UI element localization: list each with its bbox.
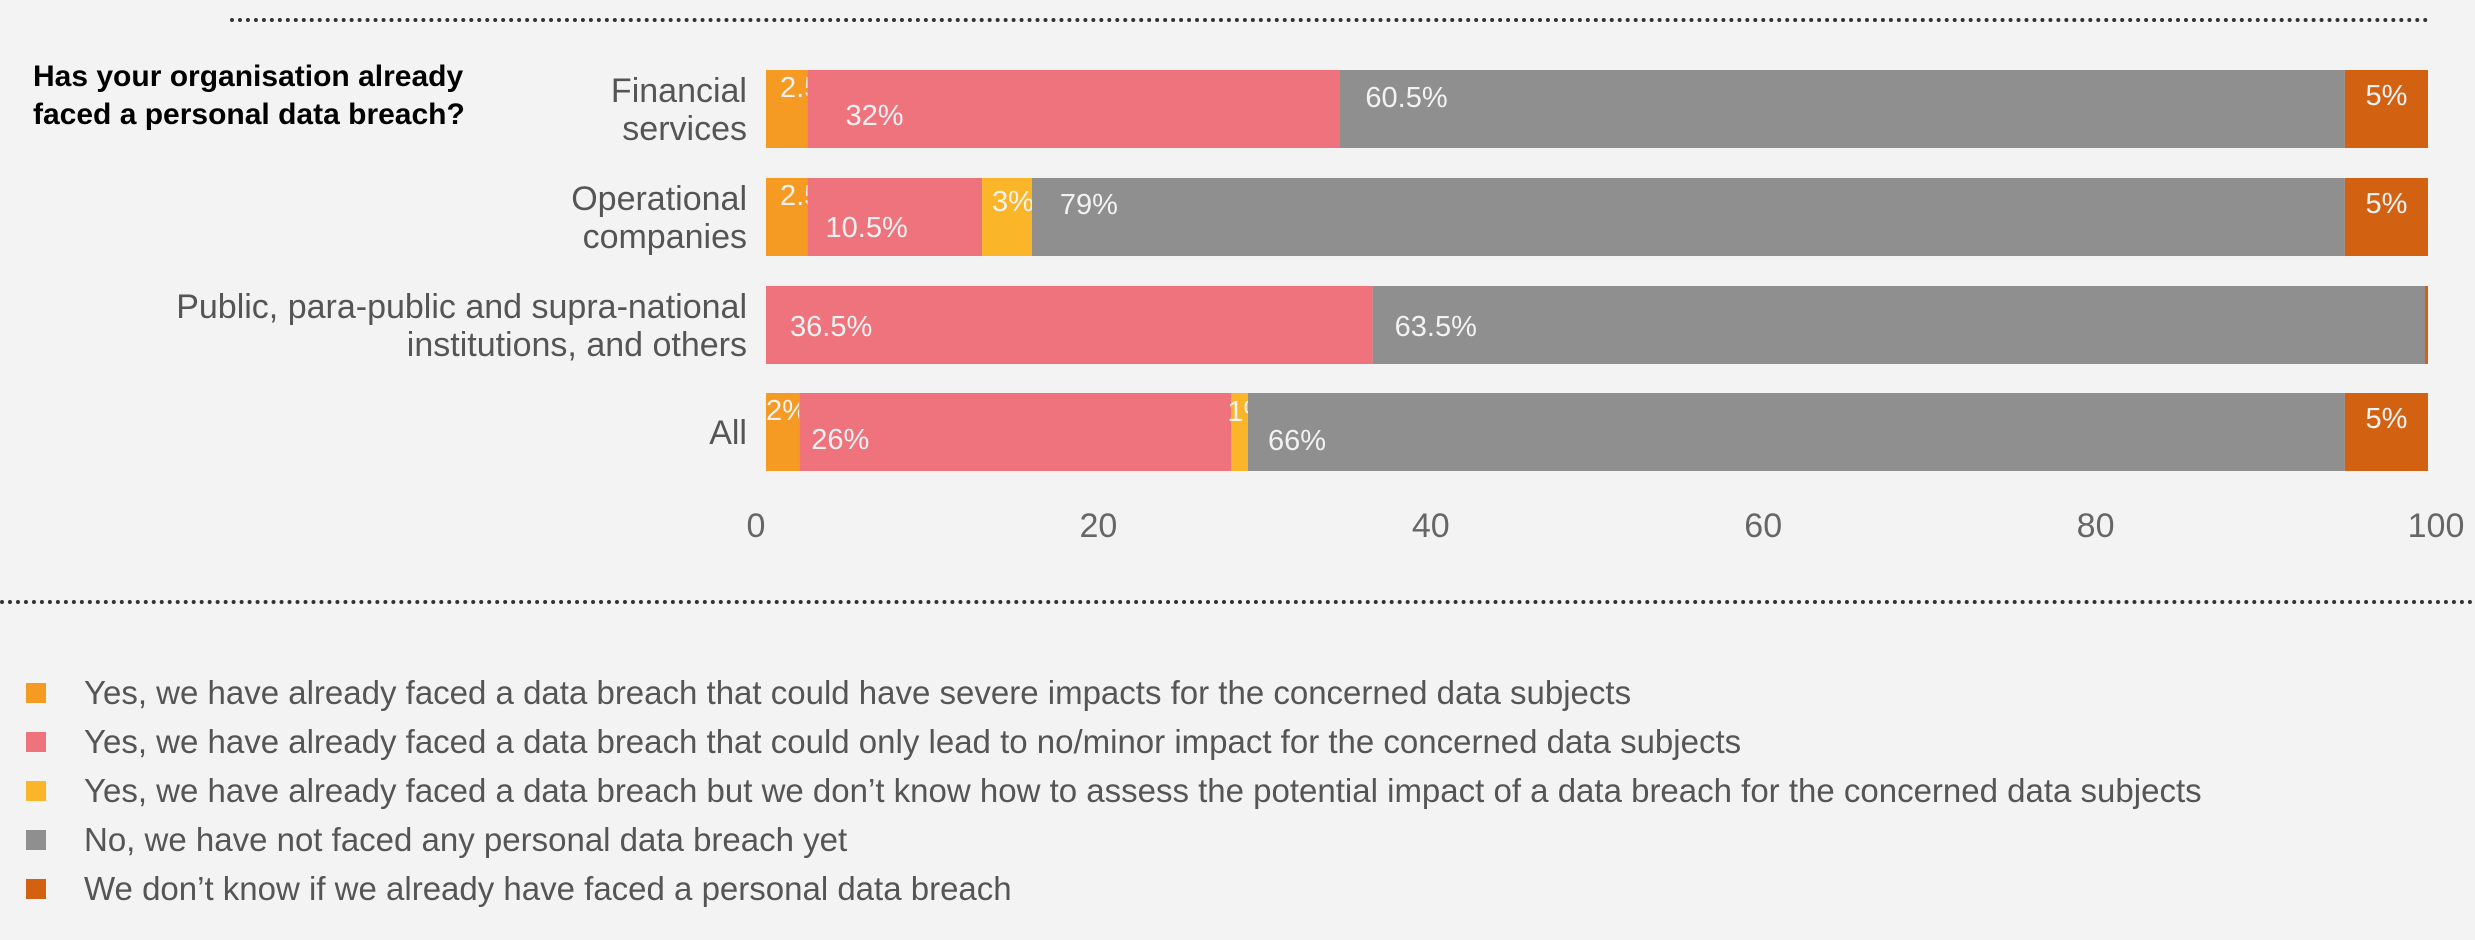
bar-segment xyxy=(766,286,1373,364)
legend-swatch xyxy=(26,731,46,752)
bar-segment xyxy=(766,393,800,471)
category-label: companies xyxy=(583,218,747,256)
category-label: Financial xyxy=(611,72,747,110)
bar-segment xyxy=(1339,70,2345,148)
bar-value-label: 63.5% xyxy=(1395,311,1477,343)
stacked-bar-chart: Financialservices2.5%32%60.5%5%Operation… xyxy=(176,70,2465,545)
bar-value-label: 3% xyxy=(992,186,1034,218)
category-label: institutions, and others xyxy=(407,326,747,364)
bar-segment xyxy=(1372,286,2428,364)
chart-question-title: Has your organisation already faced a pe… xyxy=(33,60,465,131)
bar-value-label: 36.5% xyxy=(790,311,872,343)
top-divider xyxy=(230,18,2430,22)
legend-item: Yes, we have already faced a data breach… xyxy=(26,766,2202,815)
category-label: services xyxy=(622,110,747,148)
x-tick-label: 20 xyxy=(1079,507,1117,545)
bar-value-label: 60.5% xyxy=(1365,82,1447,114)
bar-segment xyxy=(1031,178,2345,256)
legend-label: Yes, we have already faced a data breach… xyxy=(84,673,1632,711)
legend-swatch xyxy=(26,829,46,850)
x-tick-label: 80 xyxy=(2077,507,2115,545)
chart-legend: Yes, we have already faced a data breach… xyxy=(26,668,2202,913)
bar-segment xyxy=(2344,70,2428,148)
x-tick-label: 60 xyxy=(1744,507,1782,545)
bar-segment xyxy=(799,393,1232,471)
bar-segment xyxy=(2344,178,2428,256)
category-label: Public, para-public and supra-national xyxy=(176,288,747,326)
bar-value-label: 32% xyxy=(846,100,904,132)
bar-segment xyxy=(807,178,983,256)
legend-label: We don’t know if we already have faced a… xyxy=(84,869,1012,907)
x-tick-label: 40 xyxy=(1412,507,1450,545)
bar-value-label: 66% xyxy=(1268,425,1326,457)
bar-segment xyxy=(807,70,1340,148)
legend-swatch xyxy=(26,682,46,703)
legend-label: Yes, we have already faced a data breach… xyxy=(84,771,2202,809)
bar-segment xyxy=(1247,393,2345,471)
bar-value-label: 26% xyxy=(811,424,869,456)
legend-swatch xyxy=(26,780,46,801)
bar-value-label: 5% xyxy=(2365,403,2407,435)
x-tick-label: 100 xyxy=(2408,507,2465,545)
bar-value-label: 79% xyxy=(1060,189,1118,221)
bar-segment xyxy=(766,70,808,148)
bar-segment xyxy=(2344,393,2428,471)
bar-segment xyxy=(982,178,1032,256)
legend-item: Yes, we have already faced a data breach… xyxy=(26,717,2202,766)
bar-segment xyxy=(766,178,808,256)
bar-edge xyxy=(2425,286,2428,364)
legend-label: No, we have not faced any personal data … xyxy=(84,820,848,858)
legend-divider xyxy=(0,600,2475,604)
x-tick-label: 0 xyxy=(747,507,766,545)
bar-value-label: 5% xyxy=(2365,188,2407,220)
category-label: Operational xyxy=(571,180,747,218)
legend-label: Yes, we have already faced a data breach… xyxy=(84,722,1742,760)
category-label: All xyxy=(709,414,747,452)
bar-value-label: 10.5% xyxy=(826,212,908,244)
legend-item: We don’t know if we already have faced a… xyxy=(26,864,2202,913)
bar-segment xyxy=(1231,393,1248,471)
legend-item: Yes, we have already faced a data breach… xyxy=(26,668,2202,717)
bar-value-label: 5% xyxy=(2365,80,2407,112)
legend-swatch xyxy=(26,878,46,899)
legend-item: No, we have not faced any personal data … xyxy=(26,815,2202,864)
